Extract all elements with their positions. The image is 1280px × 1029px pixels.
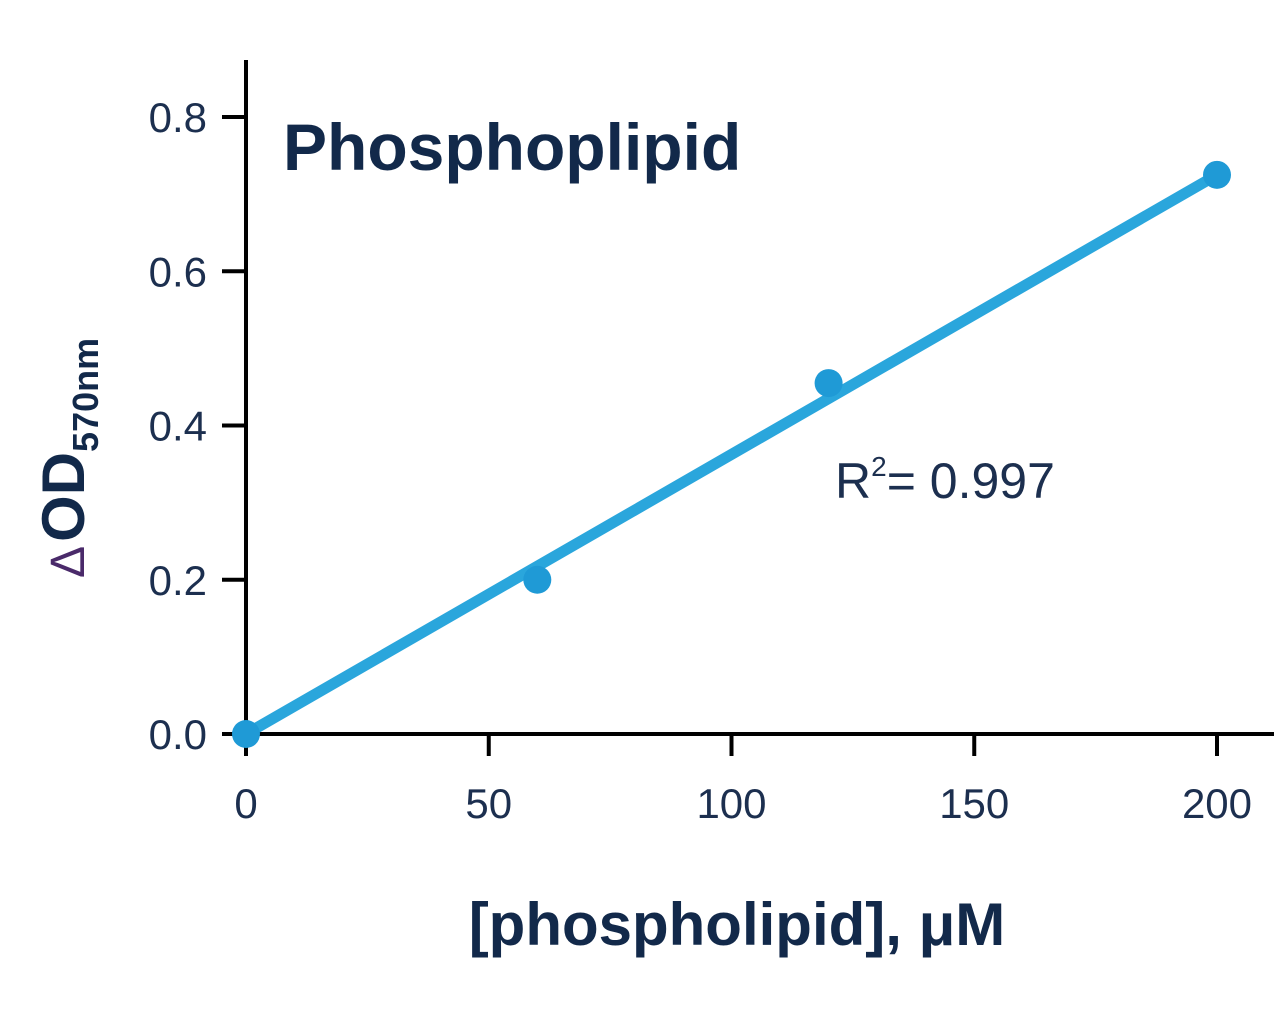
data-point (1203, 160, 1231, 189)
x-axis-title: [phospholipid], μM (469, 891, 1006, 958)
y-tick-label: 0.2 (149, 557, 207, 604)
x-tick-label: 200 (1182, 780, 1252, 827)
y-tick-label: 0.6 (149, 248, 207, 295)
y-axis-title: Δ OD570nm (30, 338, 106, 578)
data-point (814, 369, 843, 398)
r-superscript: 2 (871, 451, 887, 482)
ticks: 0 50 100 150 200 0.0 0.2 0.4 0.6 0.8 (149, 94, 1252, 827)
x-tick-label: 0 (234, 780, 257, 827)
data-point (232, 720, 260, 748)
x-tick-label: 150 (939, 780, 1009, 827)
r-squared-annotation: R2= 0.997 (835, 451, 1055, 509)
r-label: R (835, 453, 871, 509)
fit-line (240, 169, 1223, 740)
axes (244, 60, 1274, 736)
y-tick-label: 0.4 (149, 403, 207, 450)
data-points (232, 160, 1231, 748)
fit-line-layer (240, 169, 1223, 740)
r-value: = 0.997 (887, 453, 1055, 509)
chart-title: Phosphoplipid (283, 110, 741, 184)
x-tick-label: 100 (696, 780, 766, 827)
data-point (523, 565, 552, 594)
y-axis-main: OD (30, 452, 97, 542)
x-tick-label: 50 (465, 780, 512, 827)
y-axis-subscript: 570nm (65, 338, 106, 452)
y-axis-delta: Δ (42, 546, 95, 578)
y-tick-label: 0.8 (149, 94, 207, 141)
y-tick-label: 0.0 (149, 711, 207, 758)
